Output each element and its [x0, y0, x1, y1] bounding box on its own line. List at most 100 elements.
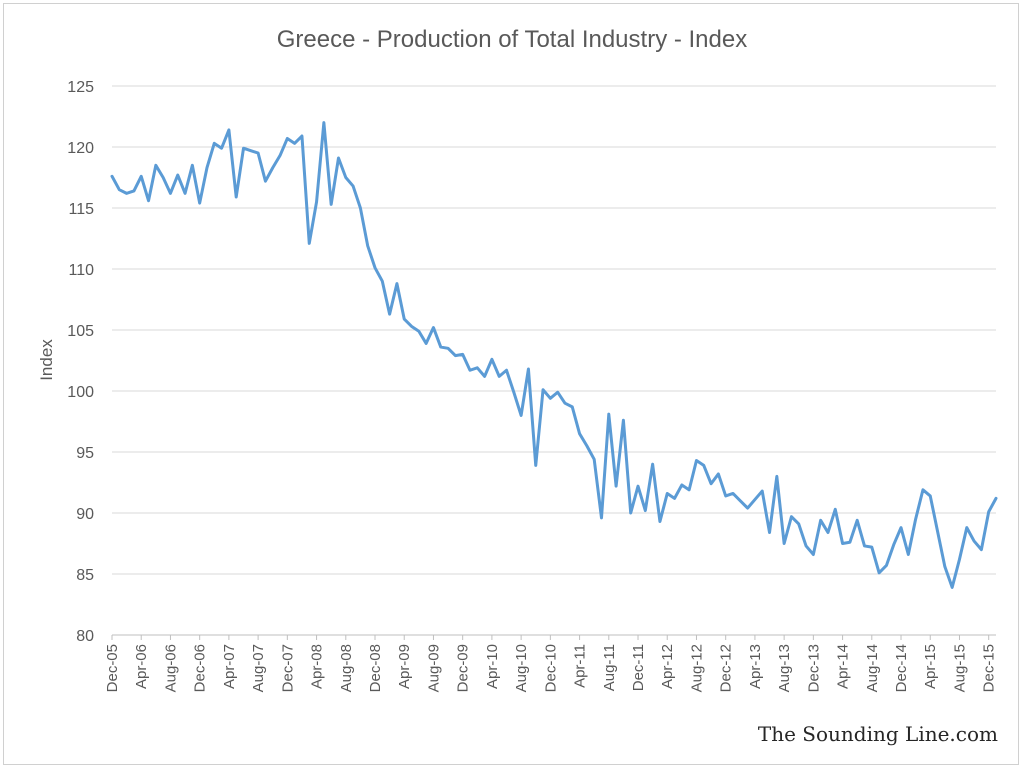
data-point [739, 499, 742, 502]
x-tick-label: Aug-08 [338, 644, 355, 692]
data-point [147, 199, 150, 202]
data-point [761, 490, 764, 493]
x-tick-label: Dec-07 [279, 644, 296, 692]
series-line [110, 121, 998, 589]
x-tick-label: Dec-12 [718, 644, 735, 692]
data-point [892, 543, 895, 546]
x-tick-label: Apr-09 [396, 644, 413, 689]
y-tick-label: 80 [76, 628, 94, 645]
data-point [140, 175, 143, 178]
data-point [461, 353, 464, 356]
y-axis-ticks: 80 85 90 95 100 105 110 115 120 125 [67, 79, 94, 645]
data-point [454, 354, 457, 357]
data-point [717, 472, 720, 475]
data-point [943, 565, 946, 568]
data-point [132, 189, 135, 192]
data-point [447, 347, 450, 350]
data-point [388, 313, 391, 316]
data-point [125, 192, 128, 195]
data-point [512, 391, 515, 394]
y-tick-label: 85 [76, 567, 94, 584]
y-tick-label: 110 [68, 262, 94, 279]
data-point [593, 458, 596, 461]
data-point [702, 464, 705, 467]
data-point [425, 342, 428, 345]
data-point [980, 548, 983, 551]
y-tick-label: 120 [67, 140, 94, 157]
data-point [563, 402, 566, 405]
x-tick-label: Apr-15 [922, 644, 939, 689]
x-tick-label: Aug-06 [162, 644, 179, 692]
data-point [549, 397, 552, 400]
data-point [600, 516, 603, 519]
data-point [374, 266, 377, 269]
data-point [322, 121, 325, 124]
data-point [615, 485, 618, 488]
x-tick-label: Apr-11 [572, 644, 589, 688]
data-point [154, 164, 157, 167]
data-point [184, 192, 187, 195]
data-point [819, 519, 822, 522]
x-tick-label: Aug-07 [250, 644, 267, 692]
data-point [417, 330, 420, 333]
data-point [658, 520, 661, 523]
data-point [870, 546, 873, 549]
x-tick-label: Apr-12 [659, 644, 676, 689]
data-point [987, 510, 990, 513]
data-point [439, 346, 442, 349]
data-point [783, 542, 786, 545]
data-point [490, 358, 493, 361]
data-point [308, 242, 311, 245]
x-tick-label: Aug-11 [601, 644, 618, 691]
data-point [965, 526, 968, 529]
data-point [476, 366, 479, 369]
x-tick-label: Dec-09 [455, 644, 472, 692]
data-point [257, 152, 260, 155]
data-point [885, 564, 888, 567]
data-point [162, 176, 165, 179]
data-point [271, 166, 274, 169]
data-point [242, 147, 245, 150]
data-point [300, 135, 303, 138]
data-point [468, 369, 471, 372]
data-point [921, 488, 924, 491]
data-point [848, 541, 851, 544]
x-tick-label: Aug-12 [688, 644, 705, 692]
data-point [176, 174, 179, 177]
x-tick-label: Aug-14 [864, 644, 881, 692]
data-point [688, 488, 691, 491]
data-point [111, 175, 114, 178]
data-point [900, 526, 903, 529]
data-point [235, 196, 238, 199]
data-point [198, 202, 201, 205]
data-point [279, 154, 282, 157]
y-tick-label: 115 [68, 201, 94, 218]
y-tick-label: 100 [67, 384, 94, 401]
x-tick-label: Apr-14 [835, 644, 852, 689]
gridlines [112, 85, 996, 636]
data-point [797, 522, 800, 525]
data-point [381, 280, 384, 283]
watermark: The Sounding Line.com [757, 722, 998, 746]
data-point [651, 463, 654, 466]
x-tick-label: Apr-13 [747, 644, 764, 689]
x-tick-label: Dec-13 [805, 644, 822, 692]
data-point [622, 419, 625, 422]
y-tick-label: 125 [67, 79, 94, 96]
data-point [958, 558, 961, 561]
data-point [505, 369, 508, 372]
data-point [249, 149, 252, 152]
data-point [914, 518, 917, 521]
data-point [534, 464, 537, 467]
data-point [169, 192, 172, 195]
data-point [410, 325, 413, 328]
data-point [629, 512, 632, 515]
data-point [330, 203, 333, 206]
y-tick-label: 105 [67, 323, 94, 340]
data-point [315, 200, 318, 203]
x-axis-ticks: Dec-05 Apr-06 Aug-06 Dec-06 Apr-07 Aug-07 Dec-… [104, 635, 998, 692]
data-point [344, 176, 347, 179]
data-point [191, 164, 194, 167]
data-point [936, 530, 939, 533]
